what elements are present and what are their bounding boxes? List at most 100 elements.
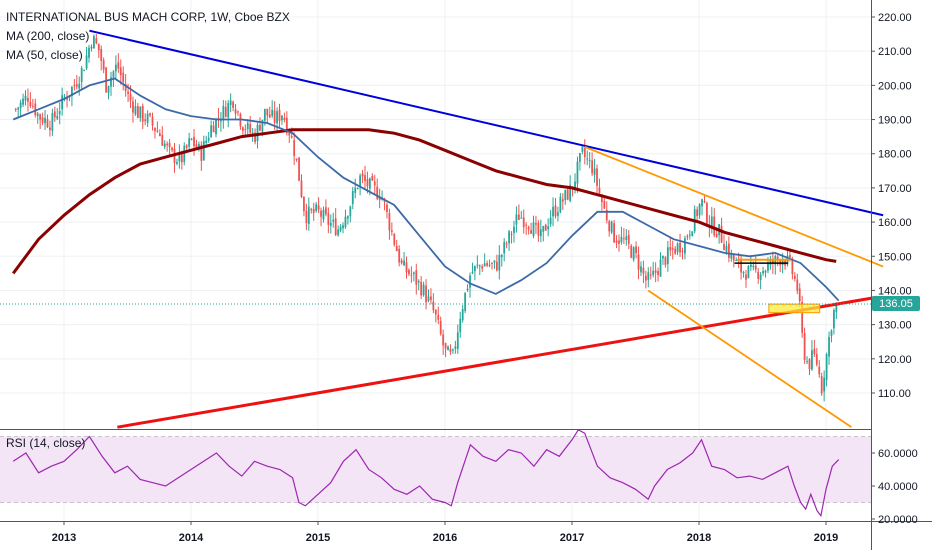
ma200-legend[interactable]: MA (200, close) bbox=[6, 29, 89, 43]
candle-down bbox=[437, 314, 440, 320]
trendline-lower-red[interactable] bbox=[117, 295, 878, 429]
candle-down bbox=[410, 274, 413, 276]
candle-up bbox=[676, 243, 679, 253]
trendline-channel-bottom[interactable] bbox=[647, 289, 852, 428]
rsi-legend[interactable]: RSI (14, close) bbox=[6, 436, 85, 450]
candle-up bbox=[332, 219, 335, 222]
candle-up bbox=[176, 162, 178, 164]
candle-down bbox=[31, 105, 34, 107]
candle-down bbox=[561, 199, 564, 202]
candle-up bbox=[691, 231, 694, 237]
time-tick-label: 2014 bbox=[179, 532, 204, 544]
trendlines[interactable] bbox=[89, 29, 884, 429]
candle-down bbox=[425, 285, 427, 303]
support-zone-box[interactable] bbox=[768, 303, 821, 314]
trendline-upper-blue[interactable] bbox=[89, 29, 884, 217]
candle-up bbox=[749, 264, 752, 267]
candle-down bbox=[554, 205, 557, 217]
time-tick-label: 2018 bbox=[687, 532, 711, 544]
candle-up bbox=[752, 265, 755, 268]
time-axis[interactable]: 2013 2014 2015 2016 2017 2018 2019 bbox=[52, 521, 838, 544]
candle-up bbox=[547, 226, 550, 230]
candle-down bbox=[657, 271, 659, 275]
candle-down bbox=[29, 101, 32, 107]
candle-down bbox=[325, 207, 327, 215]
price-tick-label: 200.00 bbox=[878, 80, 912, 92]
candle-down bbox=[818, 366, 821, 375]
candle-up bbox=[337, 229, 340, 236]
candle-up bbox=[261, 119, 264, 132]
candle-up bbox=[806, 361, 808, 363]
price-tick-label: 190.00 bbox=[878, 115, 912, 127]
candle-down bbox=[190, 138, 193, 140]
candle-up bbox=[219, 120, 222, 122]
candle-down bbox=[596, 168, 598, 186]
candle-up bbox=[500, 254, 503, 258]
candle-up bbox=[625, 236, 628, 241]
candle-up bbox=[476, 264, 479, 266]
candle-up bbox=[198, 144, 200, 150]
candle-down bbox=[34, 103, 37, 116]
candle-up bbox=[307, 206, 310, 225]
candle-up bbox=[610, 221, 613, 233]
candle-down bbox=[776, 256, 779, 260]
candle-up bbox=[58, 111, 61, 115]
candle-up bbox=[764, 270, 767, 273]
candle-up bbox=[549, 217, 552, 225]
candle-down bbox=[378, 196, 381, 201]
candle-down bbox=[97, 43, 100, 51]
candle-down bbox=[151, 116, 154, 126]
candle-up bbox=[725, 245, 728, 252]
candle-up bbox=[83, 70, 86, 72]
candle-down bbox=[100, 48, 103, 61]
candle-up bbox=[456, 332, 459, 349]
candle-down bbox=[495, 261, 498, 271]
candle-down bbox=[696, 209, 699, 217]
price-tick-label: 220.00 bbox=[878, 12, 912, 24]
candle-down bbox=[798, 288, 801, 302]
candle-down bbox=[415, 270, 418, 285]
candle-down bbox=[290, 136, 293, 138]
symbol-title[interactable]: INTERNATIONAL BUS MACH CORP, 1W, Cboe BZ… bbox=[6, 10, 290, 24]
candle-down bbox=[320, 210, 322, 217]
candle-up bbox=[44, 117, 46, 124]
candle-down bbox=[39, 114, 42, 120]
trendline-channel-top[interactable] bbox=[584, 146, 884, 268]
candle-down bbox=[723, 243, 725, 251]
candle-up bbox=[483, 263, 486, 267]
rsi-axis[interactable]: 60.0000 40.0000 20.0000 bbox=[871, 448, 918, 526]
candle-up bbox=[183, 145, 186, 162]
candle-down bbox=[820, 376, 823, 394]
candle-down bbox=[622, 238, 625, 240]
candle-up bbox=[747, 266, 750, 279]
candle-down bbox=[49, 127, 51, 130]
price-axis[interactable]: 220.00 210.00 200.00 190.00 180.00 170.00 160.… bbox=[871, 12, 912, 400]
candle-down bbox=[195, 144, 198, 149]
candle-down bbox=[605, 210, 608, 221]
price-grid bbox=[0, 0, 871, 521]
candle-down bbox=[727, 243, 730, 258]
candle-down bbox=[46, 119, 49, 128]
candle-down bbox=[386, 204, 388, 213]
candle-up bbox=[227, 103, 230, 118]
candle-down bbox=[371, 175, 374, 181]
candle-up bbox=[759, 274, 762, 280]
candle-up bbox=[88, 47, 90, 58]
candle-down bbox=[200, 144, 203, 161]
candle-up bbox=[110, 77, 112, 87]
candle-up bbox=[271, 109, 274, 116]
last-price-value: 136.05 bbox=[879, 298, 913, 310]
ma50-legend[interactable]: MA (50, close) bbox=[6, 48, 83, 62]
candle-down bbox=[630, 245, 633, 258]
candle-down bbox=[771, 259, 774, 264]
candle-down bbox=[285, 117, 288, 134]
candle-down bbox=[124, 84, 127, 92]
candle-down bbox=[444, 343, 447, 349]
candle-down bbox=[234, 109, 237, 114]
candle-down bbox=[366, 179, 369, 187]
candle-down bbox=[41, 117, 44, 123]
candle-down bbox=[613, 223, 616, 243]
candle-up bbox=[559, 196, 562, 213]
candle-down bbox=[132, 101, 134, 113]
